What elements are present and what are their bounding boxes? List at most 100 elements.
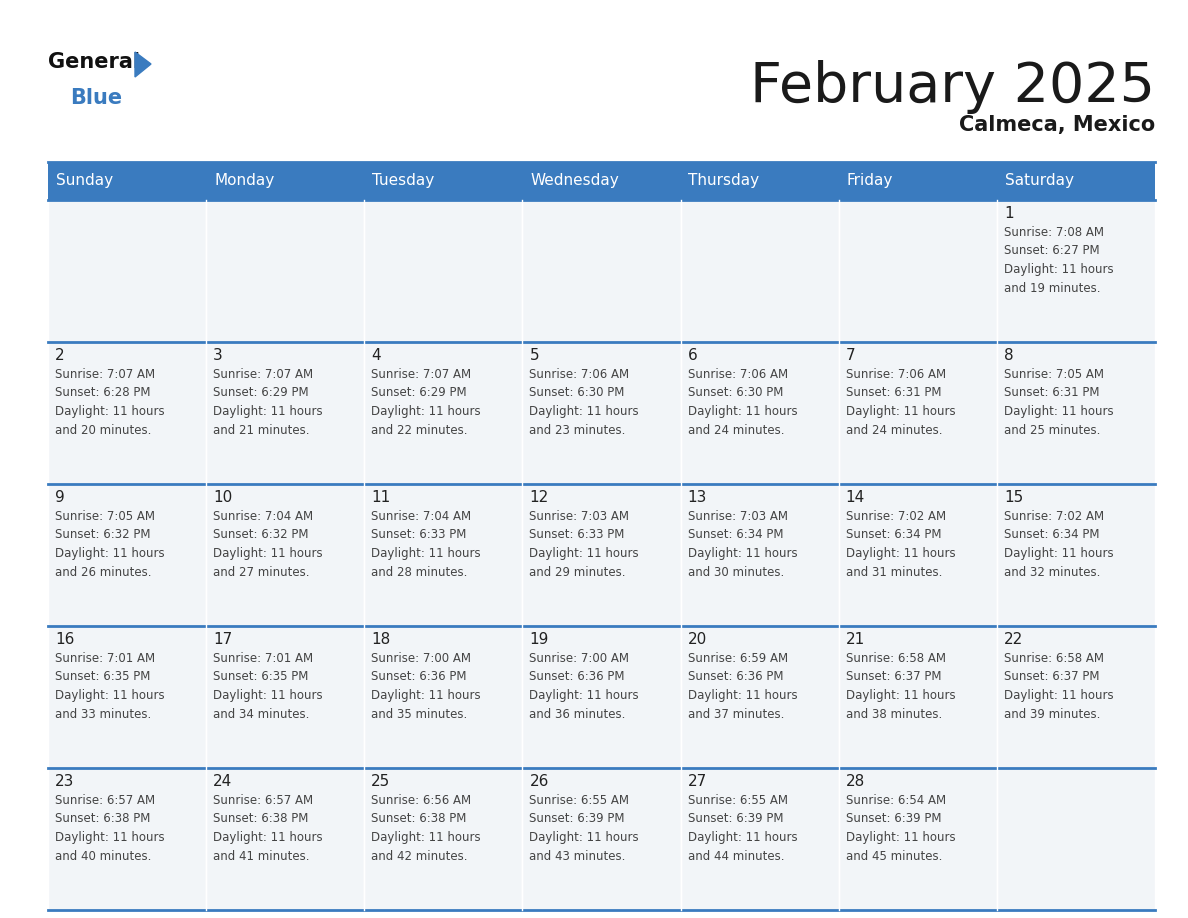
Text: and 44 minutes.: and 44 minutes.	[688, 849, 784, 863]
Text: and 25 minutes.: and 25 minutes.	[1004, 423, 1100, 436]
Text: Sunrise: 7:05 AM: Sunrise: 7:05 AM	[55, 510, 154, 523]
Text: Daylight: 11 hours: Daylight: 11 hours	[372, 547, 481, 560]
Text: Sunset: 6:34 PM: Sunset: 6:34 PM	[1004, 529, 1099, 542]
Text: Daylight: 11 hours: Daylight: 11 hours	[688, 831, 797, 844]
Text: 17: 17	[213, 632, 233, 647]
Text: and 23 minutes.: and 23 minutes.	[530, 423, 626, 436]
Text: 27: 27	[688, 774, 707, 789]
Bar	[48, 626, 207, 768]
Text: 18: 18	[372, 632, 391, 647]
Text: and 24 minutes.: and 24 minutes.	[688, 423, 784, 436]
Text: Sunrise: 6:57 AM: Sunrise: 6:57 AM	[213, 794, 314, 807]
Text: Sunrise: 6:55 AM: Sunrise: 6:55 AM	[688, 794, 788, 807]
Text: Sunset: 6:30 PM: Sunset: 6:30 PM	[530, 386, 625, 399]
Bar	[839, 200, 997, 342]
Text: Sunset: 6:36 PM: Sunset: 6:36 PM	[530, 670, 625, 684]
Text: Sunrise: 6:57 AM: Sunrise: 6:57 AM	[55, 794, 156, 807]
Text: 5: 5	[530, 348, 539, 363]
Bar	[365, 200, 523, 342]
Bar	[207, 626, 365, 768]
Text: Sunrise: 7:01 AM: Sunrise: 7:01 AM	[55, 652, 156, 665]
Text: Monday: Monday	[214, 174, 274, 188]
Text: Sunrise: 7:07 AM: Sunrise: 7:07 AM	[213, 368, 314, 381]
Text: 4: 4	[372, 348, 381, 363]
Bar	[48, 768, 207, 910]
Text: Sunset: 6:35 PM: Sunset: 6:35 PM	[55, 670, 151, 684]
Bar	[997, 342, 1155, 484]
Bar	[48, 342, 207, 484]
Bar	[365, 342, 523, 484]
Bar	[681, 484, 839, 626]
Text: Sunrise: 7:02 AM: Sunrise: 7:02 AM	[1004, 510, 1104, 523]
Text: 16: 16	[55, 632, 75, 647]
Text: Sunset: 6:28 PM: Sunset: 6:28 PM	[55, 386, 151, 399]
Text: and 41 minutes.: and 41 minutes.	[213, 849, 310, 863]
Text: Sunset: 6:31 PM: Sunset: 6:31 PM	[846, 386, 941, 399]
Text: Daylight: 11 hours: Daylight: 11 hours	[213, 405, 323, 418]
Text: Sunset: 6:32 PM: Sunset: 6:32 PM	[213, 529, 309, 542]
Text: 2: 2	[55, 348, 64, 363]
Bar	[997, 768, 1155, 910]
Text: Sunrise: 7:01 AM: Sunrise: 7:01 AM	[213, 652, 314, 665]
Text: Sunrise: 7:06 AM: Sunrise: 7:06 AM	[688, 368, 788, 381]
Text: and 19 minutes.: and 19 minutes.	[1004, 282, 1100, 295]
Text: Daylight: 11 hours: Daylight: 11 hours	[530, 689, 639, 702]
Text: and 27 minutes.: and 27 minutes.	[213, 565, 310, 578]
Text: and 35 minutes.: and 35 minutes.	[372, 708, 468, 721]
Bar	[365, 484, 523, 626]
Text: Daylight: 11 hours: Daylight: 11 hours	[530, 405, 639, 418]
Text: Sunrise: 7:06 AM: Sunrise: 7:06 AM	[846, 368, 946, 381]
Bar	[839, 484, 997, 626]
Text: Sunset: 6:37 PM: Sunset: 6:37 PM	[846, 670, 941, 684]
Text: Daylight: 11 hours: Daylight: 11 hours	[846, 831, 955, 844]
Text: Sunrise: 7:03 AM: Sunrise: 7:03 AM	[688, 510, 788, 523]
Bar	[681, 768, 839, 910]
Text: Sunrise: 6:55 AM: Sunrise: 6:55 AM	[530, 794, 630, 807]
Text: and 28 minutes.: and 28 minutes.	[372, 565, 468, 578]
Text: Sunset: 6:39 PM: Sunset: 6:39 PM	[530, 812, 625, 825]
Bar	[681, 200, 839, 342]
Bar	[523, 342, 681, 484]
Text: 7: 7	[846, 348, 855, 363]
Text: Sunset: 6:36 PM: Sunset: 6:36 PM	[372, 670, 467, 684]
Bar	[207, 342, 365, 484]
Text: Wednesday: Wednesday	[530, 174, 619, 188]
Text: Sunrise: 6:58 AM: Sunrise: 6:58 AM	[1004, 652, 1104, 665]
Text: and 24 minutes.: and 24 minutes.	[846, 423, 942, 436]
Text: Sunrise: 6:54 AM: Sunrise: 6:54 AM	[846, 794, 946, 807]
Text: 9: 9	[55, 490, 65, 505]
Text: Daylight: 11 hours: Daylight: 11 hours	[530, 547, 639, 560]
Text: Sunset: 6:29 PM: Sunset: 6:29 PM	[372, 386, 467, 399]
Text: 11: 11	[372, 490, 391, 505]
Bar	[997, 626, 1155, 768]
Bar	[839, 768, 997, 910]
Text: and 30 minutes.: and 30 minutes.	[688, 565, 784, 578]
Text: Sunrise: 7:03 AM: Sunrise: 7:03 AM	[530, 510, 630, 523]
Bar	[523, 484, 681, 626]
Bar	[681, 162, 839, 200]
Text: Sunset: 6:39 PM: Sunset: 6:39 PM	[688, 812, 783, 825]
Text: Daylight: 11 hours: Daylight: 11 hours	[688, 689, 797, 702]
Polygon shape	[135, 52, 151, 77]
Text: Daylight: 11 hours: Daylight: 11 hours	[372, 689, 481, 702]
Text: Sunrise: 7:04 AM: Sunrise: 7:04 AM	[213, 510, 314, 523]
Bar	[523, 768, 681, 910]
Text: Daylight: 11 hours: Daylight: 11 hours	[1004, 547, 1113, 560]
Bar	[997, 162, 1155, 200]
Text: Blue: Blue	[70, 88, 122, 108]
Text: Sunset: 6:38 PM: Sunset: 6:38 PM	[55, 812, 151, 825]
Text: 21: 21	[846, 632, 865, 647]
Text: 13: 13	[688, 490, 707, 505]
Text: Sunset: 6:33 PM: Sunset: 6:33 PM	[372, 529, 467, 542]
Text: Daylight: 11 hours: Daylight: 11 hours	[846, 689, 955, 702]
Text: Daylight: 11 hours: Daylight: 11 hours	[530, 831, 639, 844]
Text: and 42 minutes.: and 42 minutes.	[372, 849, 468, 863]
Text: Daylight: 11 hours: Daylight: 11 hours	[55, 831, 165, 844]
Text: Sunset: 6:31 PM: Sunset: 6:31 PM	[1004, 386, 1099, 399]
Text: and 34 minutes.: and 34 minutes.	[213, 708, 310, 721]
Text: Sunrise: 6:59 AM: Sunrise: 6:59 AM	[688, 652, 788, 665]
Text: Daylight: 11 hours: Daylight: 11 hours	[846, 405, 955, 418]
Bar	[48, 484, 207, 626]
Text: Sunrise: 7:07 AM: Sunrise: 7:07 AM	[55, 368, 156, 381]
Text: 14: 14	[846, 490, 865, 505]
